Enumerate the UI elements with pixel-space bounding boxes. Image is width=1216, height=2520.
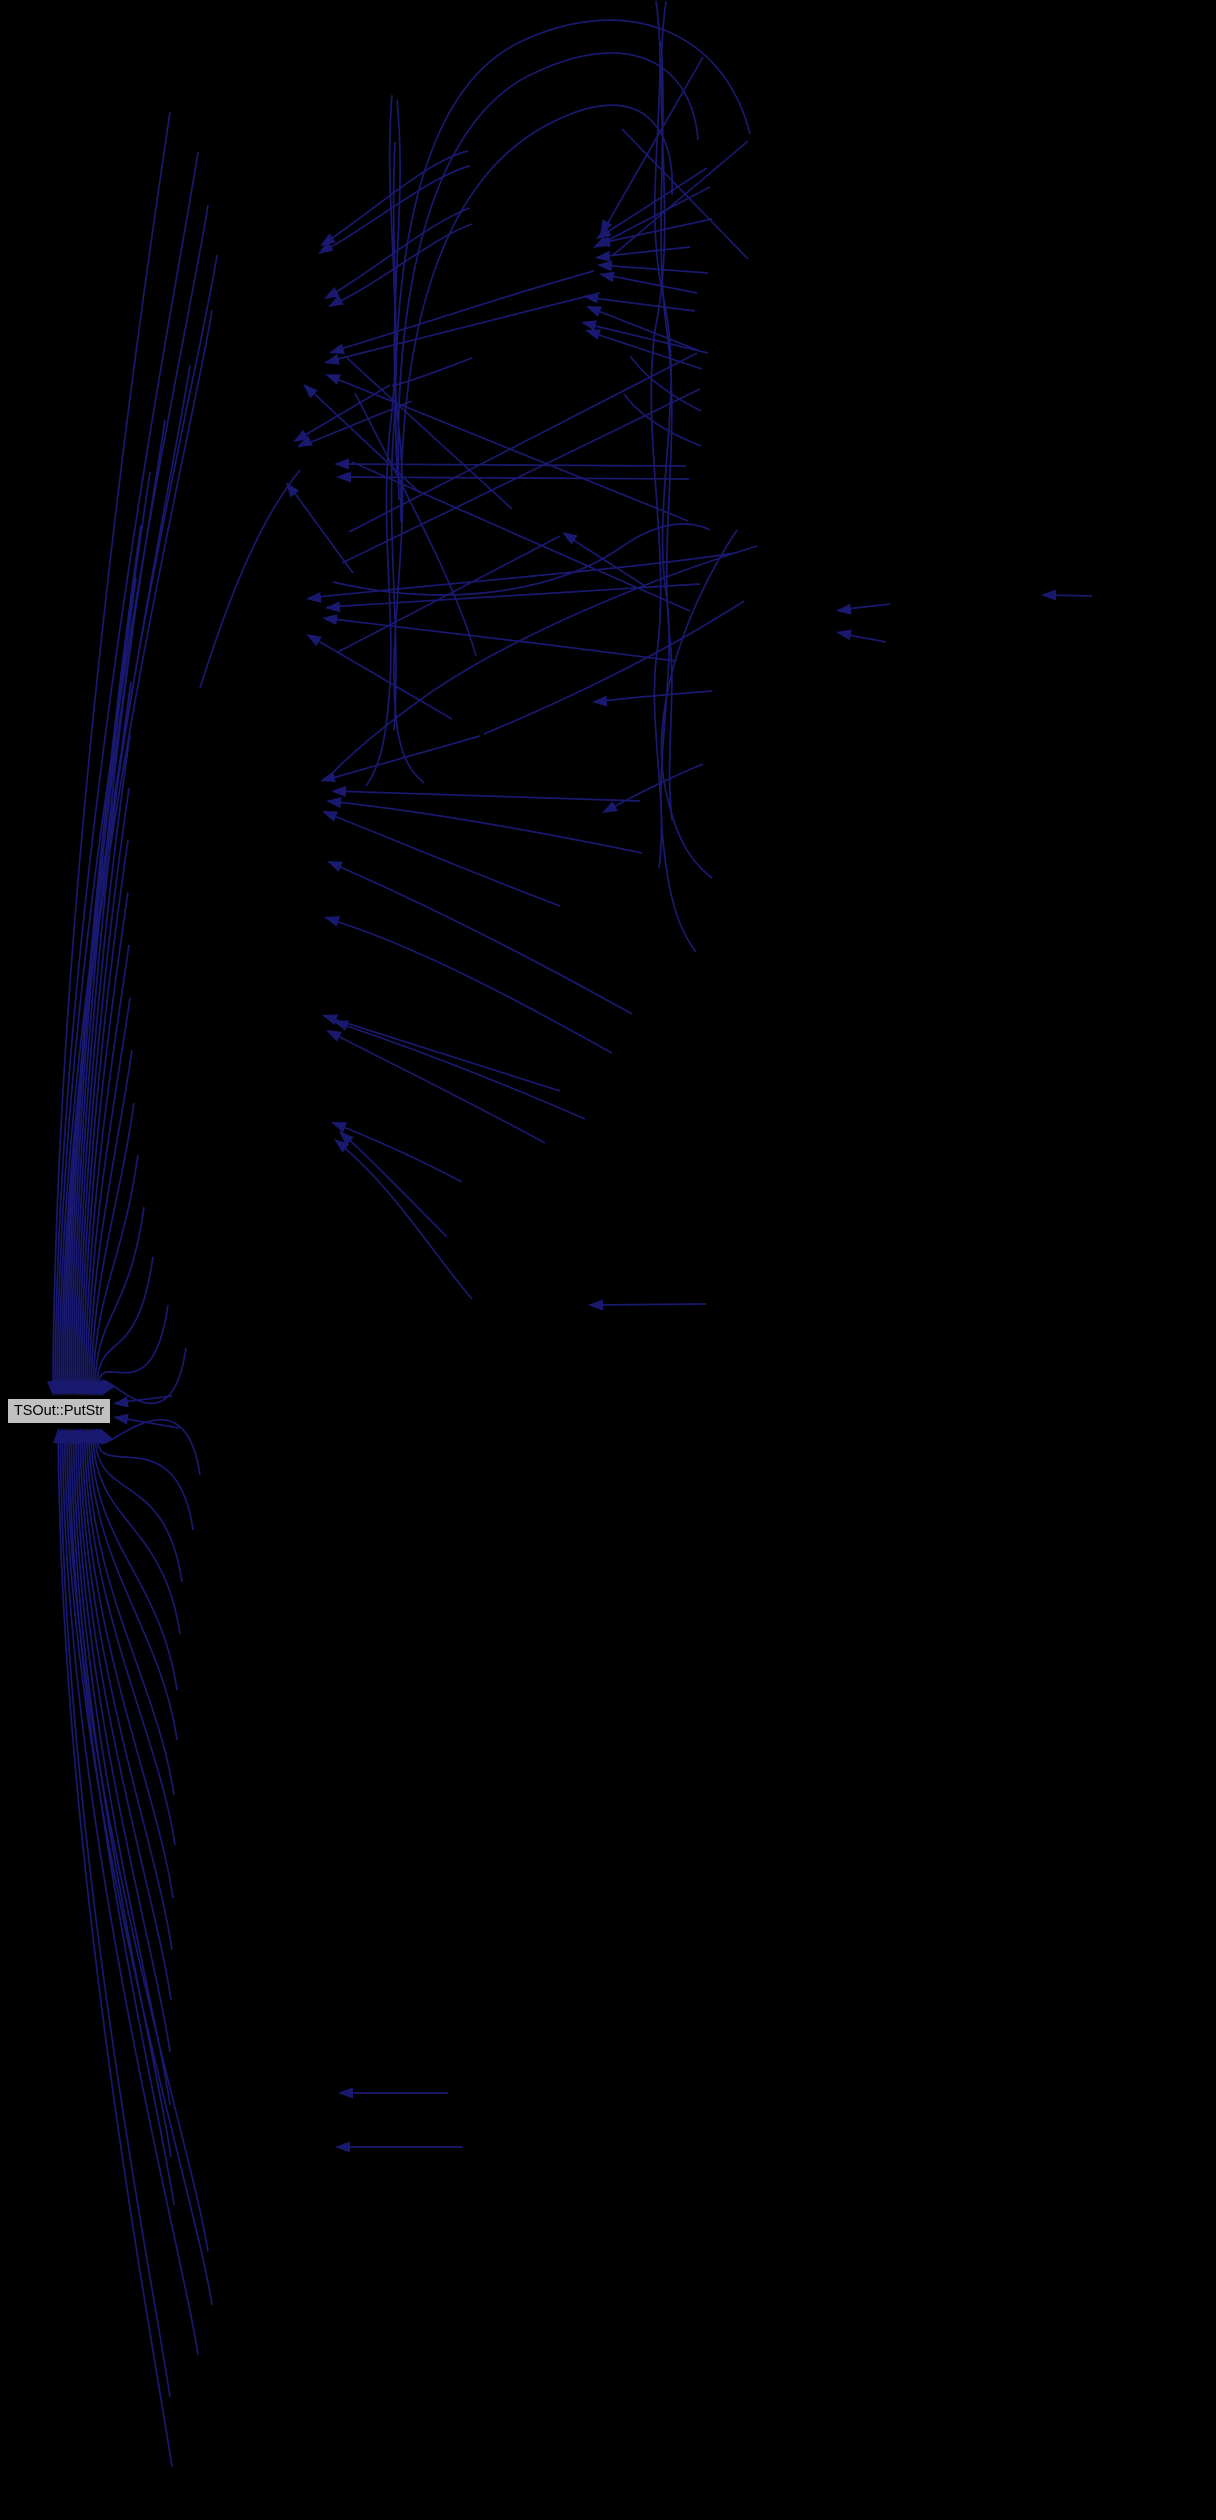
graph-node-tsout-putstr[interactable]: TSOut::PutStr — [7, 1398, 111, 1424]
graph-node-label: TSOut::PutStr — [13, 1403, 105, 1419]
